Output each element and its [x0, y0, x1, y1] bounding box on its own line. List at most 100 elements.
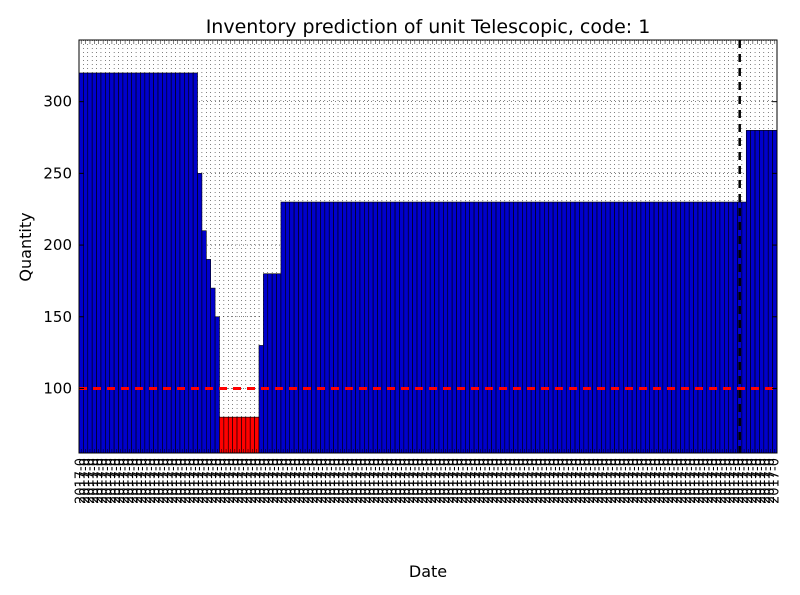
- x-tick-label: 2017-0: [464, 458, 479, 504]
- bar: [500, 201, 506, 454]
- y-tick-label: 300: [43, 93, 72, 111]
- x-tick-label: 2017-0: [148, 458, 163, 504]
- x-tick-label: 2017-0: [399, 458, 414, 504]
- bar: [328, 201, 334, 454]
- bar: [544, 201, 550, 454]
- bar: [359, 201, 365, 454]
- bar: [614, 201, 620, 454]
- bar: [210, 287, 216, 454]
- x-tick-label: 2017-0: [175, 458, 190, 504]
- bar: [596, 201, 602, 454]
- bar: [285, 201, 291, 454]
- bar: [522, 201, 528, 454]
- x-tick-label: 2017-0: [315, 458, 330, 504]
- x-tick-label: 2017-0: [697, 458, 712, 504]
- x-tick-label: 2017-0: [161, 458, 176, 504]
- x-tick-label: 2017-0: [416, 458, 431, 504]
- bar: [649, 201, 655, 454]
- x-tick-label: 2017-0: [381, 458, 396, 504]
- x-tick-label: 2017-0: [284, 458, 299, 504]
- bar: [175, 72, 181, 454]
- y-tick-label: 200: [43, 236, 72, 254]
- x-tick-label: 2017-0: [741, 458, 756, 504]
- bar: [100, 72, 106, 454]
- x-axis-label: Date: [409, 562, 447, 581]
- x-tick-label: 2017-0: [447, 458, 462, 504]
- bar: [377, 201, 383, 454]
- bar: [342, 201, 348, 454]
- bar: [184, 72, 190, 454]
- bar: [236, 416, 242, 454]
- bar: [671, 201, 677, 454]
- bar: [289, 201, 295, 454]
- bar: [197, 173, 203, 454]
- x-tick-label: 2017-0: [276, 458, 291, 504]
- x-tick-label: 2017-0: [644, 458, 659, 504]
- bar: [390, 201, 396, 454]
- x-tick-label: 2017-0: [78, 458, 93, 504]
- bar: [548, 201, 554, 454]
- bar: [715, 201, 721, 454]
- x-tick-label: 2017-0: [517, 458, 532, 504]
- bar: [144, 72, 150, 454]
- bar: [148, 72, 154, 454]
- x-tick-label: 2017-0: [394, 458, 409, 504]
- bar: [122, 72, 128, 454]
- x-tick-label: 2017-0: [719, 458, 734, 504]
- x-tick-label: 2017-0: [737, 458, 752, 504]
- bar: [245, 416, 251, 454]
- bar: [767, 130, 773, 454]
- bar: [728, 201, 734, 454]
- x-tick-label: 2017-0: [126, 458, 141, 504]
- bar: [315, 201, 321, 454]
- x-tick-label: 2017-0: [596, 458, 611, 504]
- x-tick-label: 2017-0: [192, 458, 207, 504]
- bar: [719, 201, 725, 454]
- x-tick-label: 2017-0: [662, 458, 677, 504]
- bar: [166, 72, 172, 454]
- bar: [302, 201, 308, 454]
- bar: [469, 201, 475, 454]
- bar: [658, 201, 664, 454]
- x-tick-label: 2017-0: [425, 458, 440, 504]
- x-tick-label: 2017-0: [293, 458, 308, 504]
- bar: [276, 273, 282, 454]
- reference-lines: [79, 40, 777, 453]
- bar: [447, 201, 453, 454]
- bar: [473, 201, 479, 454]
- x-tick-label: 2017-0: [201, 458, 216, 504]
- bar: [188, 72, 194, 454]
- bar: [627, 201, 633, 454]
- x-tick-label: 2017-0: [706, 458, 721, 504]
- bar: [126, 72, 132, 454]
- x-tick-label: 2017-0: [693, 458, 708, 504]
- bar: [539, 201, 545, 454]
- x-tick-label: 2017-0: [135, 458, 150, 504]
- x-tick-label: 2017-0: [390, 458, 405, 504]
- bar: [429, 201, 435, 454]
- x-tick-label: 2017-0: [328, 458, 343, 504]
- x-tick-label: 2017-0: [223, 458, 238, 504]
- bar: [745, 130, 751, 454]
- bar: [601, 201, 607, 454]
- bar: [592, 201, 598, 454]
- bar: [526, 201, 532, 454]
- bar: [157, 72, 163, 454]
- bar: [249, 416, 255, 454]
- x-tick-label: 2017-0: [104, 458, 119, 504]
- bar: [644, 201, 650, 454]
- bar: [192, 72, 198, 454]
- x-tick-label: 2017-0: [355, 458, 370, 504]
- x-tick-label: 2017-0: [153, 458, 168, 504]
- bar: [241, 416, 247, 454]
- bar: [684, 201, 690, 454]
- bar: [675, 201, 681, 454]
- x-tick-label: 2017-0: [166, 458, 181, 504]
- bar: [368, 201, 374, 454]
- x-tick-label: 2017-0: [271, 458, 286, 504]
- bar: [311, 201, 317, 454]
- x-tick-label: 2017-0: [320, 458, 335, 504]
- x-tick-label: 2017-0: [368, 458, 383, 504]
- bar: [232, 416, 238, 454]
- x-tick-label: 2017-0: [350, 458, 365, 504]
